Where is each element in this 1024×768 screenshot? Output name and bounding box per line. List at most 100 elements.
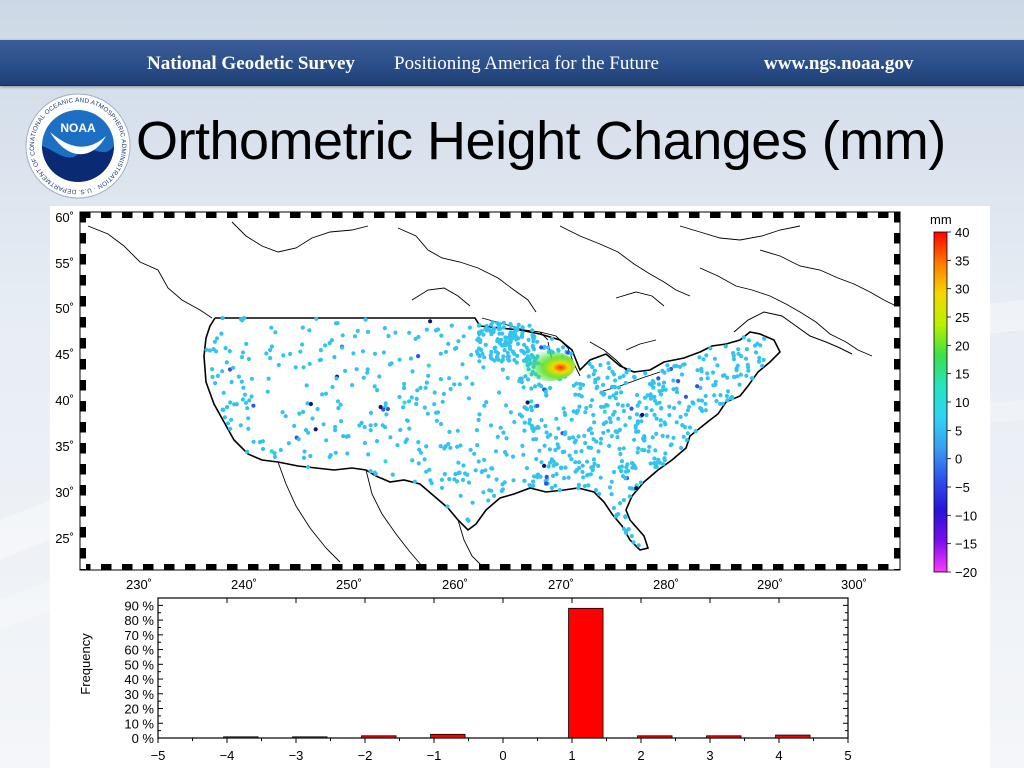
station-dot [446, 341, 451, 346]
station-dot [221, 407, 226, 412]
station-dot [288, 351, 293, 357]
station-dot [414, 396, 419, 401]
station-dot [365, 367, 370, 372]
station-dot [447, 429, 452, 434]
station-dot [654, 431, 659, 436]
station-dot [637, 400, 642, 405]
lon-tick-label: 300˚ [841, 577, 867, 592]
station-dot [640, 412, 645, 417]
station-dot [410, 458, 415, 463]
station-dot [699, 376, 704, 381]
station-dot [412, 479, 417, 484]
station-dot [477, 354, 482, 359]
station-dot [339, 419, 344, 424]
station-dot [480, 469, 485, 474]
station-dot [651, 385, 656, 390]
station-dot [493, 349, 498, 354]
lat-tick-label: 50˚ [55, 301, 74, 316]
station-dot [477, 412, 482, 417]
station-dot [244, 341, 249, 346]
station-dot [222, 415, 227, 420]
station-dot [535, 339, 540, 344]
station-dot [596, 376, 601, 381]
station-dot [653, 448, 658, 453]
station-dot [700, 408, 705, 414]
histogram-frame [157, 597, 849, 739]
station-dot [611, 393, 616, 398]
station-dot [512, 419, 517, 425]
station-dot [240, 318, 245, 323]
station-dot [610, 369, 615, 374]
station-dot [382, 326, 387, 331]
station-dot [448, 445, 453, 450]
station-dot [633, 465, 638, 471]
banner-url-link[interactable]: www.ngs.noaa.gov [764, 53, 914, 74]
station-dot [731, 357, 737, 362]
colorbar-tick-label: 5 [955, 423, 962, 438]
station-dot [477, 331, 482, 337]
station-dot [505, 354, 510, 359]
station-dot [251, 403, 256, 408]
colorbar-tick-label: −15 [955, 537, 977, 552]
station-dot [221, 390, 226, 395]
station-dot [228, 426, 233, 431]
station-dot [624, 530, 629, 536]
station-dot [712, 356, 718, 361]
station-dot [460, 477, 466, 482]
station-dot [608, 419, 613, 425]
station-dot [599, 436, 604, 441]
station-dot [395, 443, 400, 448]
station-dot [479, 329, 484, 334]
station-dot [679, 445, 684, 451]
station-dot [735, 363, 740, 368]
station-dot [531, 479, 536, 484]
station-dot [662, 420, 667, 425]
station-dot [611, 505, 617, 511]
banner-organization: National Geodetic Survey [147, 53, 355, 74]
station-dot [617, 446, 622, 451]
histogram-bar [637, 735, 673, 739]
station-dot [609, 492, 614, 497]
station-dot [607, 443, 612, 448]
colorbar-tick-label: 15 [955, 367, 969, 382]
station-dot [582, 483, 588, 489]
station-dot [530, 335, 536, 340]
station-dot [533, 426, 538, 431]
station-dot [336, 406, 341, 411]
station-dot [305, 401, 310, 406]
station-dot [685, 431, 690, 436]
canada-border [733, 311, 853, 355]
station-dot [739, 354, 744, 359]
station-dot [605, 403, 610, 408]
station-dot [501, 354, 506, 359]
station-dot [383, 459, 388, 464]
station-dot [679, 372, 685, 377]
station-dot [224, 360, 229, 365]
station-dot [493, 449, 499, 454]
station-dot [416, 461, 421, 466]
station-dot [426, 363, 431, 368]
station-dot [272, 451, 277, 456]
station-dot [556, 348, 561, 353]
station-dot [528, 405, 534, 410]
colorbar-tick-label: 30 [955, 282, 969, 297]
station-dot [625, 403, 631, 408]
station-dot [269, 325, 274, 330]
station-dot [522, 351, 527, 356]
station-dot [534, 456, 539, 462]
station-dot [489, 349, 494, 354]
station-dot [661, 380, 667, 385]
station-dot [527, 421, 532, 426]
station-dot [530, 328, 535, 333]
station-dot [557, 488, 563, 493]
station-dot [368, 410, 374, 415]
station-dot [667, 413, 672, 418]
station-dot [468, 447, 473, 452]
station-dot [594, 386, 599, 391]
histogram-xtick-label: −2 [358, 748, 373, 763]
station-dot [539, 418, 544, 423]
station-dot [434, 418, 439, 423]
station-dot [502, 348, 507, 353]
station-dot [667, 404, 672, 409]
station-dot [229, 379, 234, 385]
